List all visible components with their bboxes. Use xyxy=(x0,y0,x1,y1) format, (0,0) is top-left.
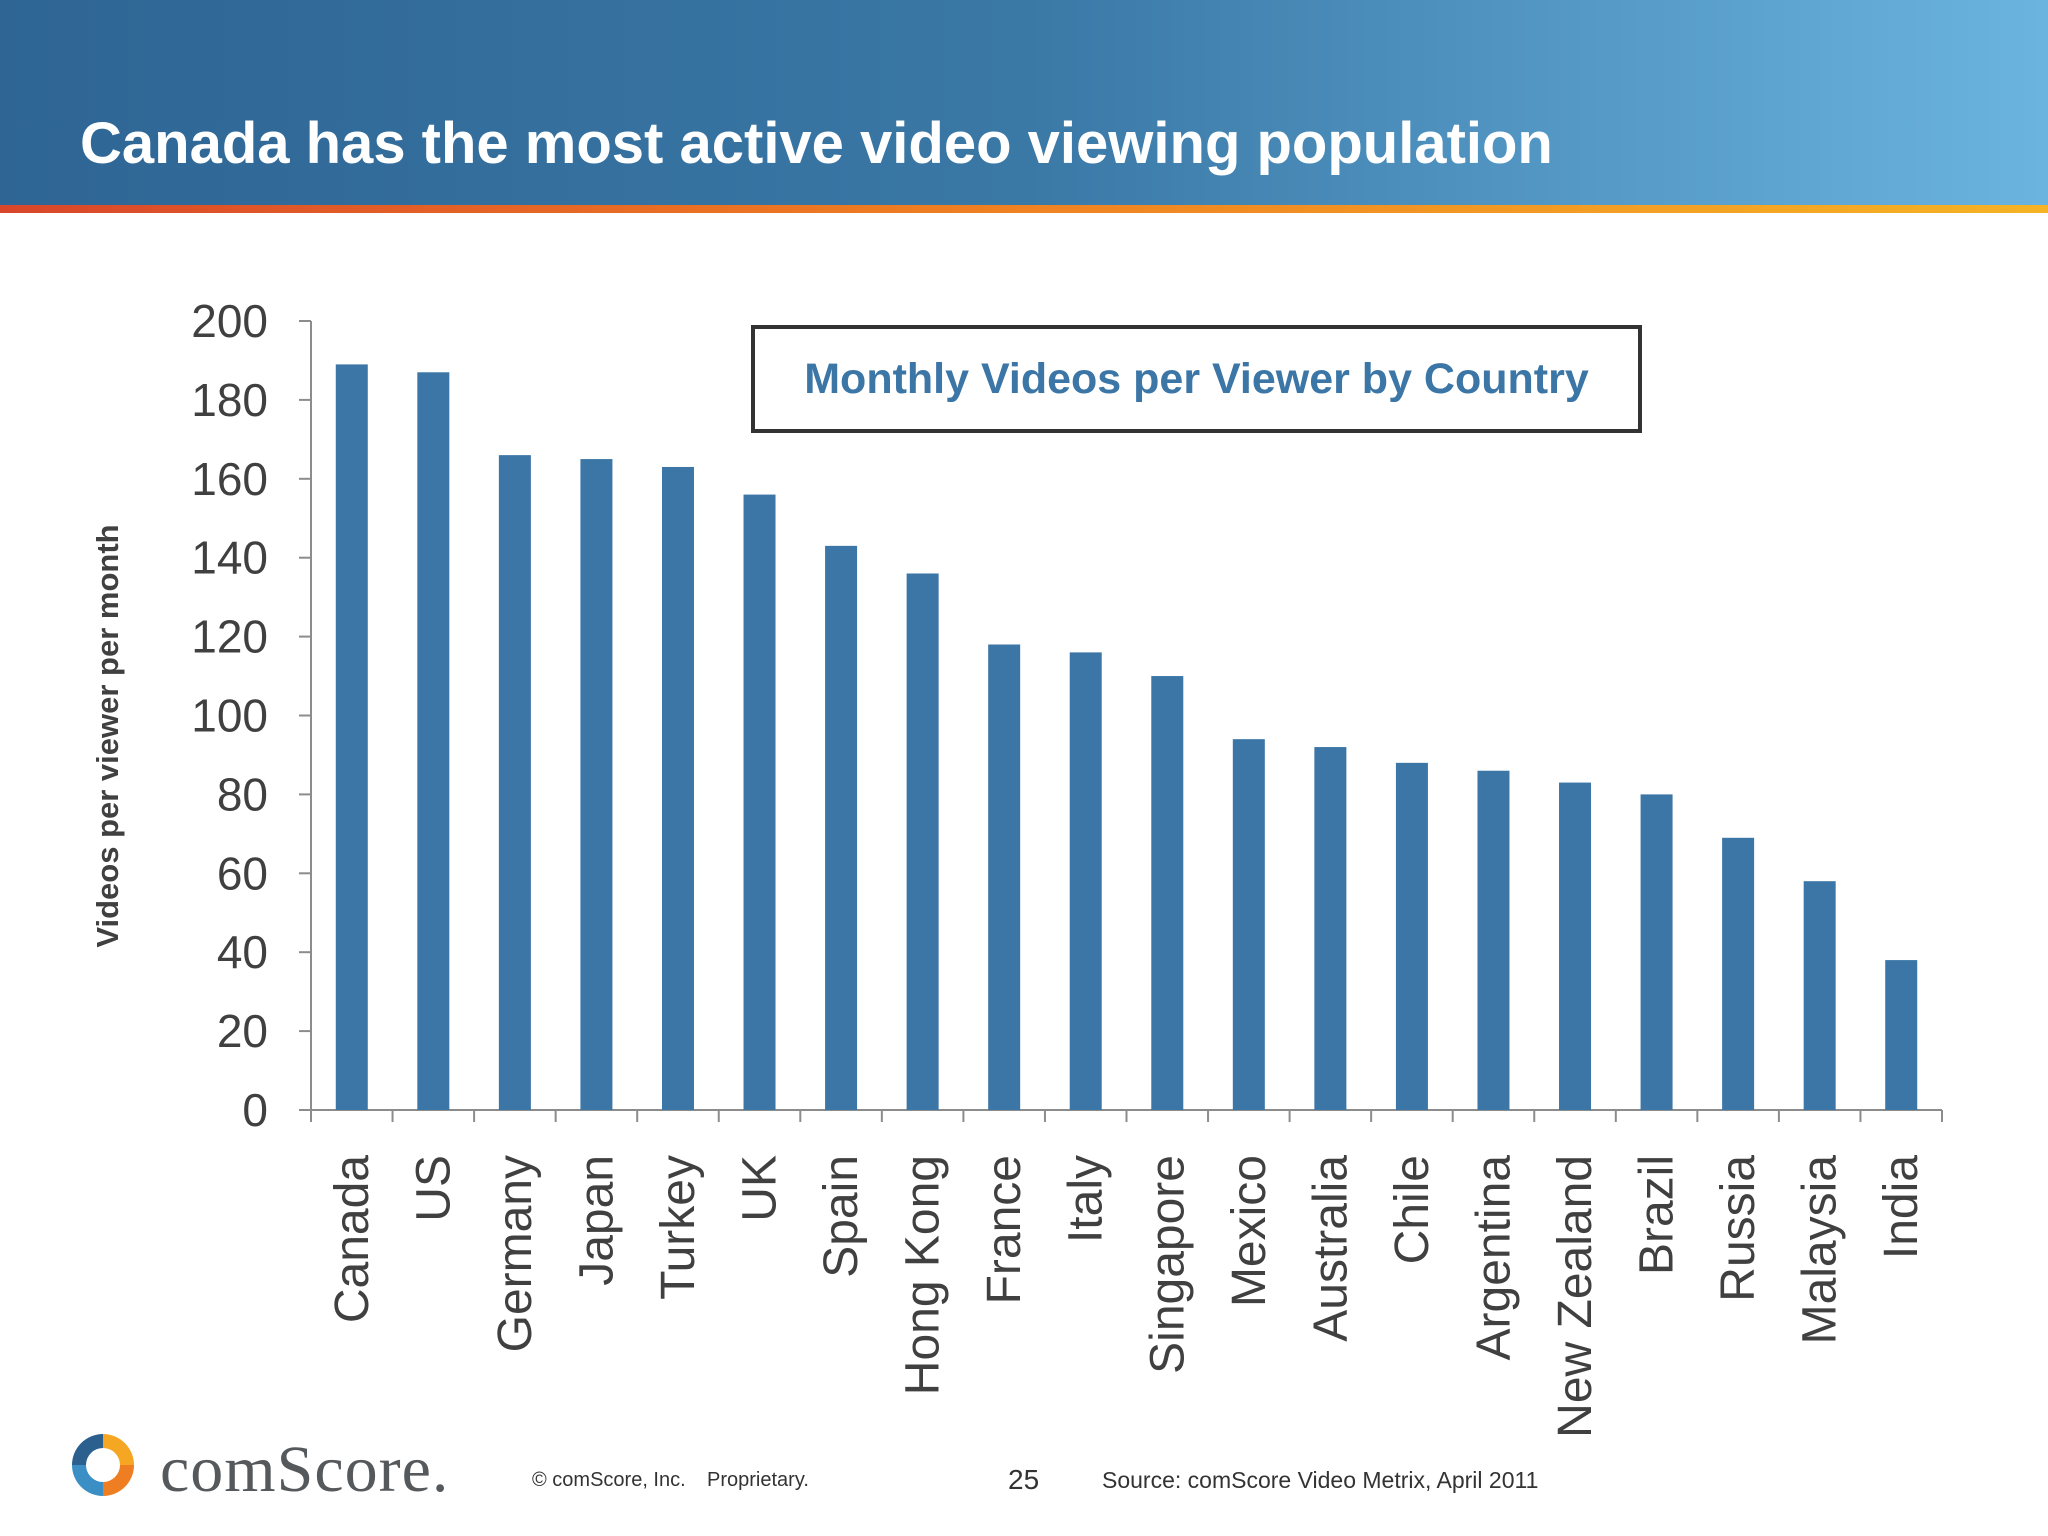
x-category-label: Turkey xyxy=(652,1155,705,1300)
x-category-label: Germany xyxy=(489,1155,542,1352)
bar-malaysia xyxy=(1803,881,1836,1110)
x-category-label: Italy xyxy=(1060,1155,1113,1243)
bar-uk xyxy=(743,494,776,1111)
bar-turkey xyxy=(661,466,694,1111)
bar-canada xyxy=(335,364,368,1110)
bar-new-zealand xyxy=(1559,782,1592,1110)
y-tick-label: 100 xyxy=(191,690,268,742)
bar-us xyxy=(417,372,450,1110)
x-category-label: UK xyxy=(734,1155,787,1222)
header-accent-stripe xyxy=(0,205,2048,213)
x-category-label: Russia xyxy=(1712,1155,1765,1302)
chart-title-box: Monthly Videos per Viewer by Country xyxy=(751,325,1642,433)
x-category-label: Canada xyxy=(326,1155,379,1323)
bar-spain xyxy=(825,545,858,1110)
bar-russia xyxy=(1722,837,1755,1110)
proprietary-text: Proprietary. xyxy=(707,1468,809,1491)
x-category-label: Chile xyxy=(1386,1155,1439,1264)
bar-hong-kong xyxy=(906,573,939,1110)
x-category-label: India xyxy=(1875,1155,1928,1259)
x-category-label: France xyxy=(978,1155,1031,1304)
x-category-label: Argentina xyxy=(1467,1155,1520,1361)
bar-germany xyxy=(498,455,531,1110)
bar-argentina xyxy=(1477,770,1510,1110)
y-tick-label: 40 xyxy=(217,926,268,978)
x-category-label: Brazil xyxy=(1631,1155,1684,1275)
y-tick-label: 140 xyxy=(191,532,268,584)
bar-france xyxy=(988,644,1021,1110)
bar-australia xyxy=(1314,747,1347,1110)
x-category-label: Australia xyxy=(1304,1155,1357,1342)
bar-brazil xyxy=(1640,794,1673,1110)
copyright-text: © comScore, Inc. xyxy=(532,1468,686,1491)
x-category-label: US xyxy=(407,1155,460,1222)
source-text: Source: comScore Video Metrix, April 201… xyxy=(1102,1466,1539,1493)
x-category-label: Japan xyxy=(570,1155,623,1286)
y-tick-label: 60 xyxy=(217,847,268,899)
x-category-label: Spain xyxy=(815,1155,868,1278)
bar-italy xyxy=(1069,652,1102,1110)
bar-mexico xyxy=(1232,739,1265,1110)
comscore-logo-icon xyxy=(72,1434,134,1496)
y-tick-label: 20 xyxy=(217,1005,268,1057)
bar-singapore xyxy=(1151,676,1184,1110)
header-banner xyxy=(0,0,2048,205)
x-category-label: New Zealand xyxy=(1549,1155,1602,1438)
comscore-logo-text: comScore. xyxy=(160,1433,450,1506)
x-category-label: Singapore xyxy=(1141,1155,1194,1374)
x-category-label: Hong Kong xyxy=(897,1155,950,1395)
y-axis-label: Videos per viewer per month xyxy=(90,524,125,948)
page-number: 25 xyxy=(1008,1464,1040,1495)
y-tick-label: 0 xyxy=(242,1084,268,1136)
slide-title: Canada has the most active video viewing… xyxy=(80,111,1553,176)
y-tick-label: 200 xyxy=(191,295,268,347)
bar-india xyxy=(1885,960,1918,1110)
x-category-label: Mexico xyxy=(1223,1155,1276,1307)
x-category-label: Malaysia xyxy=(1794,1155,1847,1345)
y-tick-label: 160 xyxy=(191,453,268,505)
chart-title: Monthly Videos per Viewer by Country xyxy=(804,354,1589,403)
y-tick-label: 80 xyxy=(217,768,268,820)
bar-chile xyxy=(1395,762,1428,1110)
bar-japan xyxy=(580,459,613,1110)
y-tick-label: 120 xyxy=(191,611,268,663)
y-tick-label: 180 xyxy=(191,374,268,426)
